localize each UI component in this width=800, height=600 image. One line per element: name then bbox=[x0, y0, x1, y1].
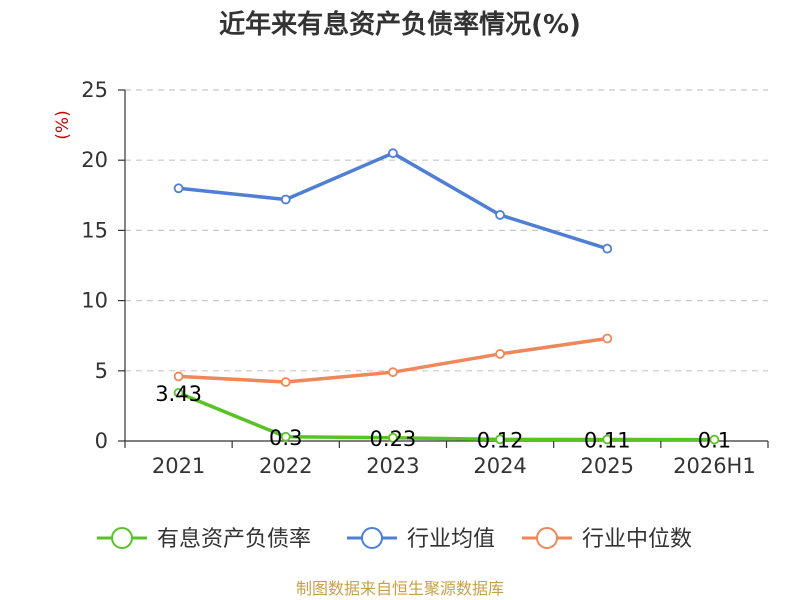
data-label: 0.23 bbox=[370, 427, 417, 451]
data-point bbox=[495, 210, 505, 220]
y-tick-label: 10 bbox=[81, 289, 108, 313]
data-point bbox=[709, 434, 720, 445]
data-point bbox=[602, 333, 613, 344]
data-label: 0.11 bbox=[584, 428, 631, 452]
data-point bbox=[388, 432, 398, 443]
data-point bbox=[495, 349, 505, 359]
data-labels: 3.43 0.3 0.23 0.12 0.11 0.1 bbox=[155, 382, 731, 453]
axes bbox=[118, 89, 769, 448]
x-tick-label: 2025 bbox=[581, 454, 634, 478]
source-note: 制图数据来自恒生聚源数据库 bbox=[296, 579, 504, 598]
legend-item-1[interactable]: 行业均值 bbox=[347, 527, 495, 552]
data-point bbox=[173, 183, 184, 194]
x-tick-label: 2021 bbox=[152, 454, 205, 478]
series-1 bbox=[173, 148, 613, 254]
series-line bbox=[178, 151, 608, 251]
data-point bbox=[602, 243, 613, 254]
data-point bbox=[495, 434, 505, 445]
y-axis-unit: (%) bbox=[53, 110, 73, 139]
legend-item-0[interactable]: 有息资产负债率 bbox=[97, 527, 311, 552]
legend-marker bbox=[111, 527, 133, 549]
y-tick-label: 5 bbox=[95, 359, 108, 383]
y-tick-label: 20 bbox=[81, 148, 108, 172]
legend-label: 行业中位数 bbox=[582, 527, 692, 552]
x-axis-ticks: 2021 2022 2023 2024 2025 2026H1 bbox=[152, 454, 756, 478]
x-tick-label: 2026H1 bbox=[673, 454, 756, 478]
data-label: 3.43 bbox=[155, 382, 202, 406]
legend-label: 行业均值 bbox=[407, 527, 495, 552]
data-point bbox=[388, 148, 398, 159]
series-2 bbox=[173, 333, 613, 387]
x-tick-label: 2023 bbox=[366, 454, 419, 478]
chart-title: 近年来有息资产负债率情况(%) bbox=[219, 9, 581, 40]
data-point bbox=[280, 194, 291, 205]
legend-item-2[interactable]: 行业中位数 bbox=[522, 527, 692, 552]
series-0 bbox=[173, 387, 720, 445]
data-label: 0.12 bbox=[477, 428, 524, 452]
y-axis-ticks: 0 5 10 15 20 25 bbox=[81, 78, 108, 453]
x-tick-label: 2024 bbox=[473, 454, 526, 478]
data-point bbox=[388, 367, 398, 378]
data-point bbox=[280, 377, 291, 387]
legend-marker bbox=[536, 527, 558, 549]
series-line bbox=[177, 391, 715, 442]
data-point bbox=[173, 387, 184, 398]
x-tick-label: 2022 bbox=[259, 454, 312, 478]
y-tick-label: 15 bbox=[81, 218, 108, 242]
data-point bbox=[602, 434, 613, 445]
data-point bbox=[280, 431, 291, 442]
y-tick-label: 25 bbox=[81, 78, 108, 102]
data-label: 0.3 bbox=[269, 426, 302, 450]
legend-marker bbox=[361, 527, 383, 549]
grid-lines bbox=[125, 89, 768, 372]
y-tick-label: 0 bbox=[95, 429, 108, 453]
plot-area bbox=[173, 148, 720, 445]
data-point bbox=[173, 371, 184, 382]
data-label: 0.1 bbox=[698, 429, 731, 453]
legend-label: 有息资产负债率 bbox=[157, 527, 311, 552]
legend[interactable]: 有息资产负债率 行业均值 行业中位数 bbox=[97, 527, 692, 552]
